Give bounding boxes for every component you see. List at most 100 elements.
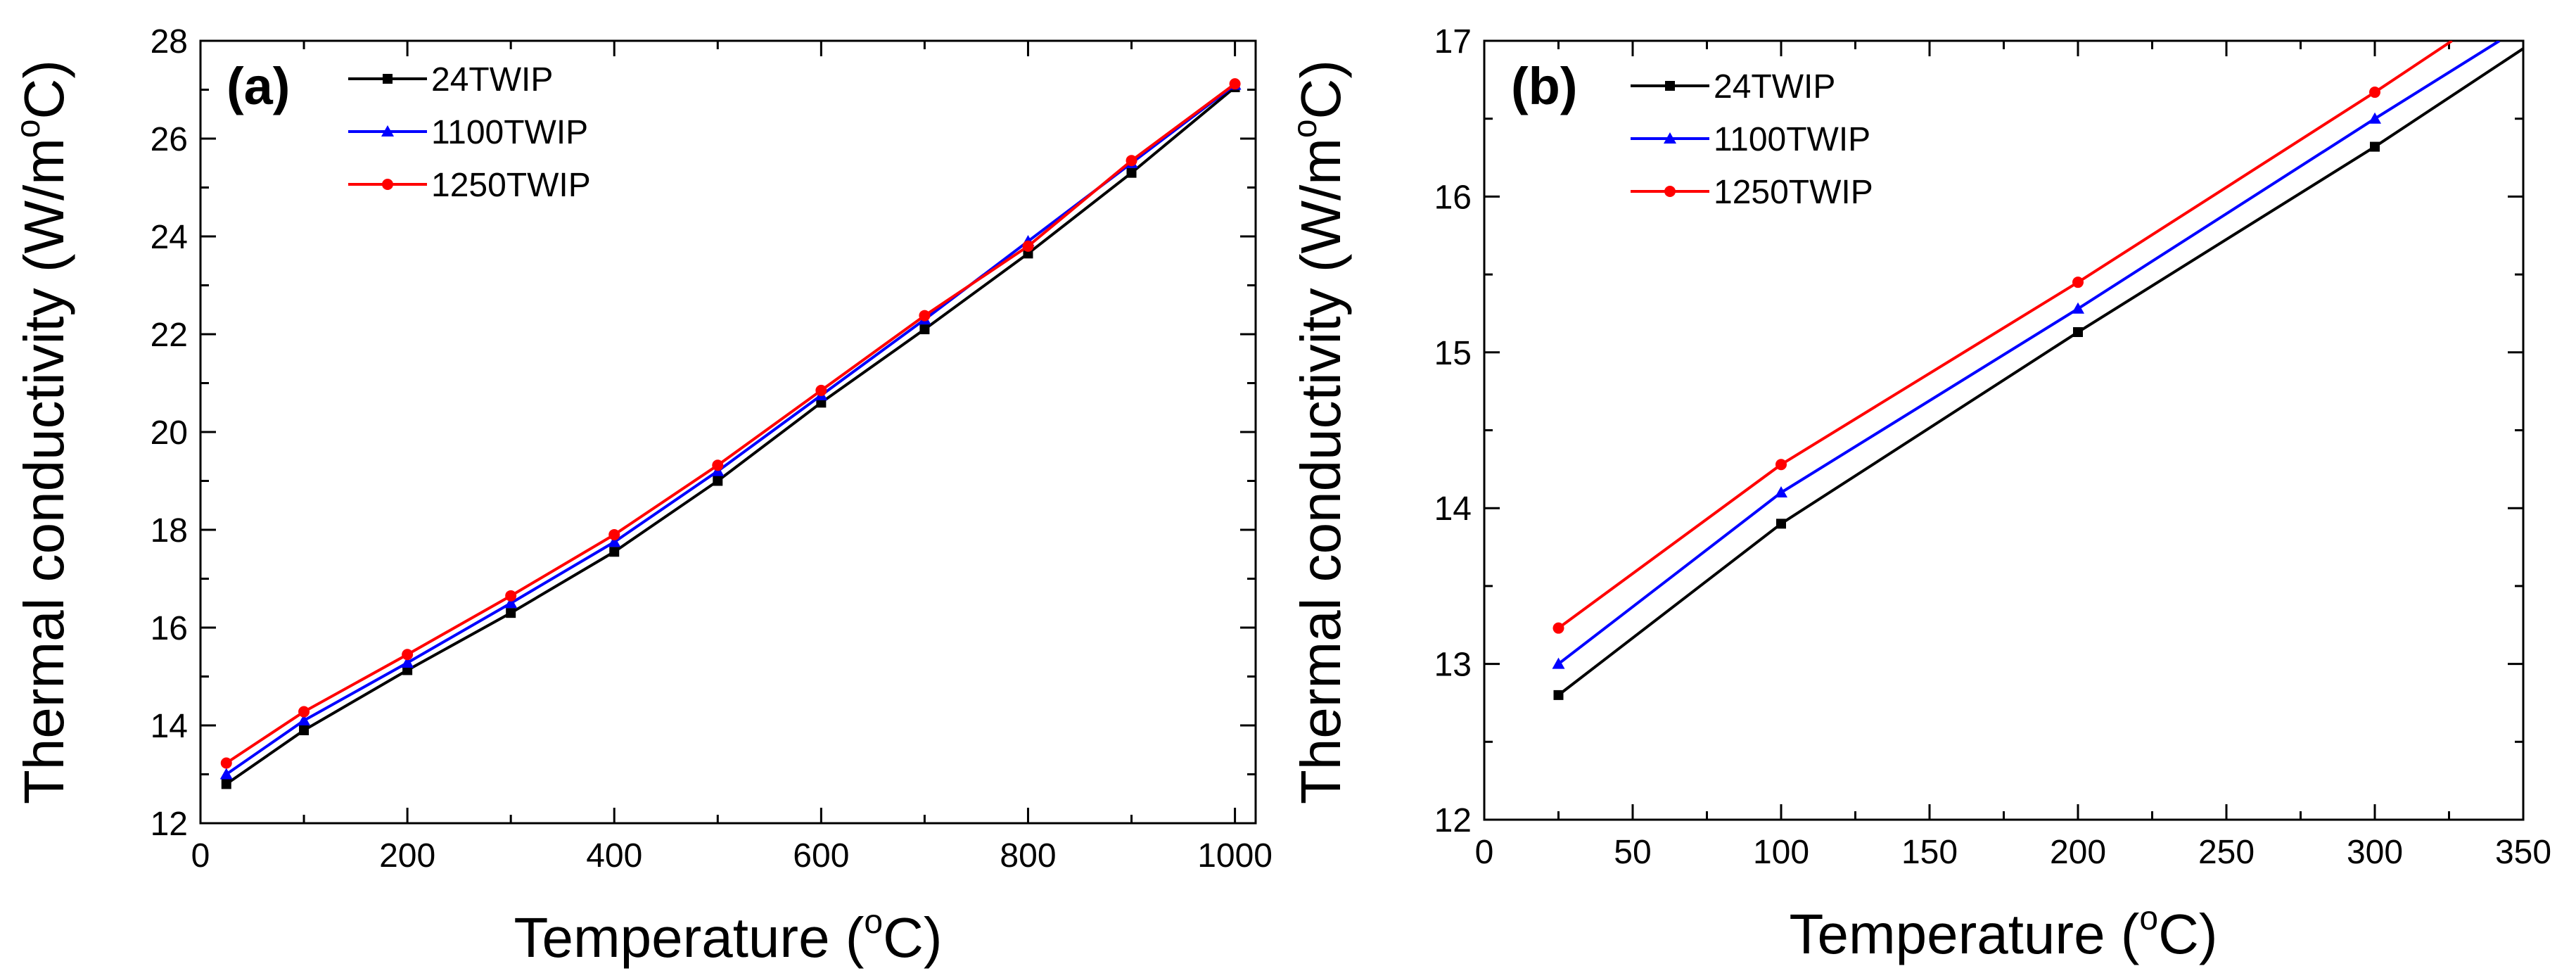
series-1250twip-point — [1775, 459, 1787, 471]
series-24twip-point — [713, 476, 723, 486]
x-tick-label: 0 — [1475, 834, 1494, 871]
series-group — [1552, 41, 2523, 700]
series-1250twip-point — [1126, 155, 1137, 167]
series-1250twip-point — [2369, 87, 2380, 99]
legend-marker — [1665, 81, 1675, 91]
panel-b-chart: 0 50 100 150 200 250 300 350 12 13 14 15 16 17 Tempera… — [1287, 23, 2551, 965]
series-1250twip-point — [919, 310, 931, 322]
legend-marker — [1664, 132, 1676, 144]
x-axis-title-text: Temperature ( — [1789, 903, 2139, 965]
x-tick-label: 0 — [191, 837, 210, 875]
x-tick-label: 800 — [1000, 837, 1056, 875]
plot-frame — [1483, 39, 2525, 821]
series-1250twip-point — [608, 528, 620, 540]
y-tick-label: 13 — [1434, 647, 1472, 684]
plot-frame — [199, 39, 1257, 825]
x-tick-label: 250 — [2198, 834, 2255, 871]
series-24twip-point — [2073, 327, 2083, 338]
legend-marker — [382, 179, 393, 190]
y-tick-label: 12 — [151, 806, 188, 843]
legend-label: 24TWIP — [431, 61, 553, 99]
x-tick-label: 50 — [1614, 834, 1651, 871]
x-axis-title: Temperature (oC) — [514, 903, 942, 969]
x-tick-label: 100 — [1753, 834, 1809, 871]
x-tick-label: 600 — [793, 837, 849, 875]
y-tick-label: 16 — [1434, 179, 1472, 216]
y-axis-title-sup: o — [1287, 119, 1324, 138]
y-tick-label: 12 — [1434, 802, 1472, 839]
y-tick-label: 16 — [151, 610, 188, 647]
series-1100twip-point — [401, 656, 414, 668]
series-1100twip-point — [219, 768, 233, 780]
x-tick-label: 200 — [2050, 834, 2106, 871]
series-1250twip-point — [402, 649, 414, 661]
legend-label: 24TWIP — [1714, 68, 1835, 106]
series-1100twip-point — [504, 597, 518, 609]
y-axis-title-text: Thermal conductivity (W/m — [1289, 138, 1352, 804]
series-group — [219, 78, 1242, 789]
series-1250twip-point — [220, 757, 232, 769]
x-tick-label: 200 — [379, 837, 435, 875]
series-24twip-point — [609, 547, 620, 557]
legend-marker — [381, 125, 394, 136]
legend-label: 1250TWIP — [1714, 174, 1873, 211]
y-tick-label: 20 — [151, 414, 188, 452]
series-1250twip-line — [1557, 41, 2453, 630]
series-1250twip-point — [815, 384, 827, 396]
x-tick-label: 350 — [2495, 834, 2551, 871]
series-24twip-point — [919, 324, 930, 335]
legend-marker — [1664, 186, 1676, 197]
y-tick-label: 22 — [151, 317, 188, 354]
y-tick-label: 26 — [151, 121, 188, 158]
y-tick-label: 14 — [151, 708, 188, 745]
panel-label: (a) — [227, 57, 290, 115]
legend-label: 1100TWIP — [1714, 121, 1870, 158]
series-24twip-point — [1126, 167, 1137, 178]
series-1250twip-point — [1552, 622, 1564, 634]
x-axis-title-unit: C) — [2158, 903, 2217, 965]
y-axis-title: Thermal conductivity (W/moC) — [1287, 60, 1352, 804]
panel-a-chart: 0 200 400 600 800 1000 12 14 16 18 20 22 24 26 28 Tempe… — [10, 23, 1273, 969]
series-24twip-point — [221, 779, 231, 789]
y-tick-label: 24 — [151, 219, 188, 256]
panel-label: (b) — [1511, 57, 1578, 115]
series-1100twip-point — [608, 535, 621, 547]
series-1250twip-point — [712, 459, 724, 471]
y-axis-title-unit: C) — [1289, 60, 1352, 119]
y-axis-title-sup: o — [10, 119, 47, 138]
series-1100twip-point — [1552, 657, 1565, 669]
series-1100twip-point — [298, 714, 311, 726]
series-1100twip-point — [1775, 486, 1787, 498]
y-tick-label: 28 — [151, 23, 188, 61]
x-tick-label: 1000 — [1197, 837, 1273, 875]
y-tick-label: 17 — [1434, 23, 1472, 61]
series-24twip-point — [506, 608, 516, 618]
y-tick-label: 18 — [151, 512, 188, 550]
y-axis-title-text: Thermal conductivity (W/m — [13, 138, 75, 804]
series-24twip-point — [1553, 690, 1564, 700]
series-1100twip-point — [2368, 112, 2381, 124]
y-tick-label: 15 — [1434, 335, 1472, 372]
series-24twip-point — [299, 725, 310, 735]
series-1250twip-point — [298, 706, 310, 718]
x-tick-label: 300 — [2347, 834, 2403, 871]
series-24twip-point — [2370, 141, 2380, 152]
x-axis-title-sup: o — [2139, 900, 2158, 937]
series-24twip-point — [1776, 519, 1786, 529]
series-1250twip-point — [2072, 277, 2084, 288]
legend-label: 1100TWIP — [431, 114, 588, 151]
x-axis-title-text: Temperature ( — [514, 906, 864, 969]
x-axis-title: Temperature (oC) — [1789, 900, 2217, 965]
series-1250twip-point — [1229, 78, 1241, 90]
x-tick-label: 150 — [1901, 834, 1958, 871]
x-axis-title-sup: o — [864, 903, 883, 941]
legend-label: 1250TWIP — [431, 167, 591, 204]
y-tick-label: 14 — [1434, 490, 1472, 528]
x-axis-title-unit: C) — [883, 906, 942, 969]
series-1100twip-point — [2072, 302, 2084, 314]
y-axis-title-unit: C) — [13, 60, 75, 119]
x-tick-label: 400 — [586, 837, 642, 875]
legend-marker — [383, 74, 393, 84]
series-1100twip-line — [1557, 41, 2501, 666]
